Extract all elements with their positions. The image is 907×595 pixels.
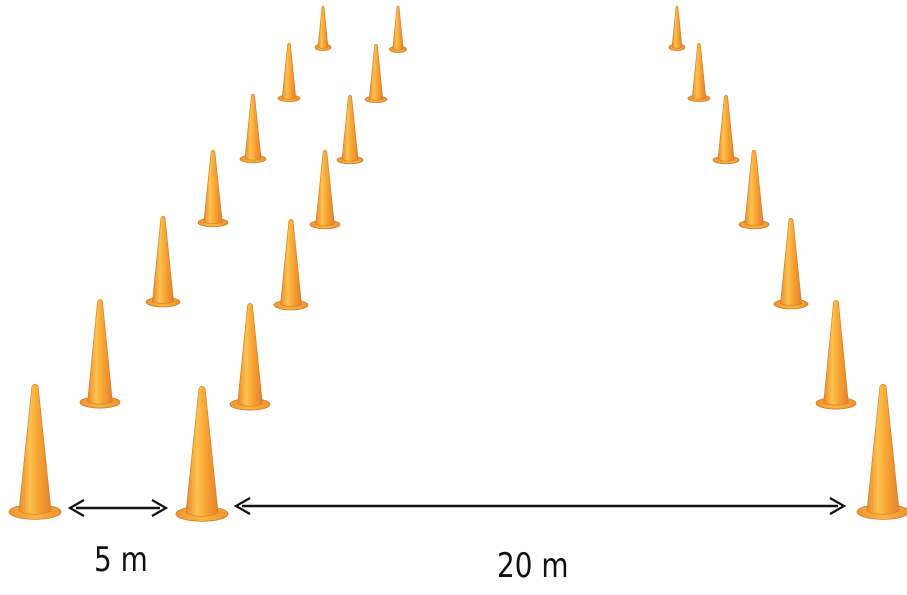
traffic-cone-icon <box>273 218 309 311</box>
traffic-cone-icon <box>314 5 332 51</box>
dimension-label-20m: 20 m <box>497 546 569 586</box>
traffic-cone-icon <box>309 149 341 230</box>
traffic-cone-icon <box>8 384 62 520</box>
traffic-cone-icon <box>668 5 686 51</box>
traffic-cone-icon <box>364 43 388 103</box>
traffic-cone-icon <box>175 386 229 522</box>
traffic-cone-icon <box>815 299 857 410</box>
traffic-cone-icon <box>738 149 770 230</box>
traffic-cone-icon <box>773 217 809 310</box>
traffic-cone-icon <box>229 302 271 411</box>
dimension-arrows <box>67 497 847 517</box>
dimension-label-5m: 5 m <box>94 540 148 580</box>
traffic-cone-icon <box>79 298 121 409</box>
traffic-cone-icon <box>856 384 907 520</box>
traffic-cone-icon <box>336 94 364 165</box>
traffic-cone-icon <box>712 94 740 165</box>
cone-group <box>8 5 907 522</box>
traffic-cone-icon <box>197 149 229 228</box>
traffic-cone-icon <box>145 215 181 308</box>
traffic-cone-icon <box>239 93 267 164</box>
dimension-arrow-5m <box>67 499 169 517</box>
traffic-cone-icon <box>277 42 301 102</box>
dimension-arrow-20m <box>233 497 847 515</box>
traffic-cone-icon <box>389 5 407 53</box>
traffic-cone-icon <box>687 42 711 102</box>
